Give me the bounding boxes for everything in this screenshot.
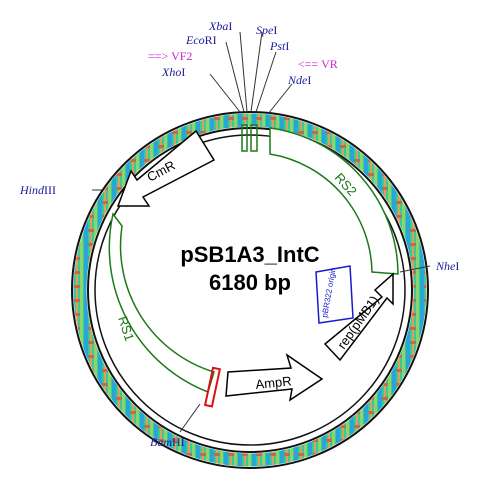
rs2-region [269,127,399,275]
site-xbai: XbaI [208,19,232,33]
site-xhoi: XhoI [161,65,185,79]
site-spei: SpeI [256,23,277,37]
cmr-arrow [116,129,216,207]
rep-arrow [323,272,394,362]
backbone-ring [71,111,429,469]
ampr-arrow [225,353,324,402]
primer-vf2: ==> VF2 [148,49,192,63]
insert-mark-2 [250,124,258,152]
insert-mark-1 [241,124,248,152]
site-hindiii: HindIII [19,183,56,197]
plasmid-name: pSB1A3_IntC [180,242,319,267]
primer-vr: <== VR [298,57,338,71]
label-rs1: RS1 [115,314,137,343]
site-nhei: NheI [435,259,459,273]
plasmid-size: 6180 bp [209,270,291,295]
site-ticks [92,31,431,433]
label-ampr: AmpR [255,373,292,392]
site-bamhi: BamHI [150,435,185,449]
ori-box [315,265,354,324]
site-psti: PstI [269,39,289,53]
rs1-region [108,212,215,393]
red-marker [203,366,222,408]
site-ndei: NdeI [287,73,311,87]
site-ecori: EcoRI [185,33,217,47]
